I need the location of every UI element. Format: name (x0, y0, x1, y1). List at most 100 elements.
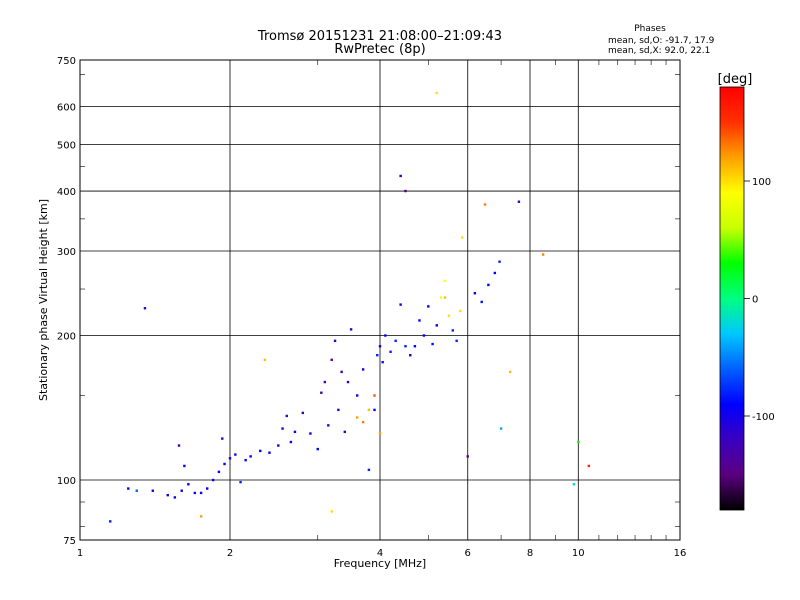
data-point (461, 236, 464, 239)
chart-title: Tromsø 20151231 21:08:00–21:09:43 (257, 29, 502, 44)
data-point (399, 174, 402, 178)
data-point (378, 432, 382, 435)
data-point (333, 339, 337, 343)
data-point (323, 380, 327, 384)
data-point (389, 350, 392, 353)
data-point (239, 480, 242, 484)
data-point (330, 510, 333, 513)
data-point (337, 408, 340, 412)
data-point (316, 447, 319, 451)
phase-stats-x: mean, sd,X: 92.0, 22.1 (608, 46, 710, 56)
data-point (177, 444, 181, 447)
data-point (384, 334, 387, 337)
data-point (143, 307, 147, 310)
data-point (498, 260, 501, 263)
y-axis-ticks: 75 100 200 300 400 500 600 750 (57, 56, 680, 547)
data-point (399, 303, 402, 306)
data-point (435, 91, 438, 95)
data-point (151, 489, 155, 492)
x-tick-label: 1 (77, 548, 83, 559)
colorbar-tick-label: 100 (752, 177, 771, 188)
data-point (378, 345, 382, 348)
colorbar-fill (720, 87, 744, 510)
plot-area: 1 2 4 6 8 10 16 75 100 200 300 400 500 600 750 (57, 56, 686, 559)
data-point (443, 296, 447, 299)
data-point (301, 411, 305, 415)
data-point (268, 451, 271, 454)
x-tick-label: 10 (572, 548, 585, 559)
colorbar: [deg] 100 0 -100 (718, 72, 775, 511)
x-tick-label: 4 (377, 548, 383, 559)
x-tick-label: 8 (527, 548, 533, 559)
data-point (447, 314, 451, 317)
data-point (376, 353, 379, 357)
data-point (173, 496, 177, 499)
data-points (109, 91, 591, 523)
colorbar-tick-label: -100 (752, 412, 775, 423)
data-point (289, 440, 293, 444)
data-point (459, 309, 462, 313)
data-point (187, 483, 190, 486)
data-point (263, 358, 267, 362)
data-point (443, 279, 447, 283)
phase-stats-heading: Phases (634, 24, 666, 34)
data-point (221, 437, 224, 440)
data-point (587, 464, 591, 468)
x-axis-label: Frequency [MHz] (334, 557, 426, 570)
data-point (259, 449, 262, 453)
data-point (293, 430, 297, 434)
data-point (330, 358, 333, 362)
data-point (409, 353, 412, 357)
data-point (285, 414, 288, 418)
data-point (418, 319, 421, 322)
x-tick-label: 6 (465, 548, 471, 559)
data-point (223, 462, 226, 466)
x-tick-label: 16 (674, 548, 687, 559)
data-point (572, 483, 576, 486)
data-point (228, 457, 232, 460)
y-tick-label: 750 (57, 56, 76, 67)
x-axis-ticks: 1 2 4 6 8 10 16 (77, 60, 687, 559)
data-point (508, 370, 512, 374)
data-point (367, 408, 371, 412)
y-tick-label: 600 (57, 103, 76, 114)
y-tick-label: 200 (57, 332, 76, 343)
data-point (193, 491, 197, 495)
data-point (480, 300, 483, 304)
data-point (199, 515, 203, 518)
colorbar-label: [deg] (718, 72, 753, 87)
data-point (493, 271, 497, 275)
y-tick-label: 500 (57, 141, 76, 152)
grid (80, 60, 680, 540)
data-point (435, 324, 438, 327)
data-point (127, 487, 130, 490)
data-point (199, 491, 203, 495)
data-point (180, 489, 183, 492)
data-point (499, 427, 503, 430)
data-point (277, 444, 280, 447)
data-point (451, 329, 455, 332)
data-point (517, 200, 521, 203)
data-point (483, 203, 487, 206)
data-point (349, 328, 353, 331)
data-point (466, 455, 469, 458)
data-point (135, 489, 138, 492)
data-point (320, 391, 323, 394)
data-point (431, 342, 434, 346)
data-point (109, 520, 112, 523)
data-point (217, 470, 221, 474)
data-point (427, 305, 430, 308)
y-axis-label: Stationary phase Virtual Height [km] (37, 199, 50, 401)
data-point (361, 368, 365, 371)
data-point (244, 458, 247, 462)
data-point (340, 370, 343, 374)
data-point (381, 360, 384, 364)
data-point (205, 487, 209, 490)
phase-stats-o: mean, sd,O: -91.7, 17.9 (608, 36, 715, 46)
data-point (355, 416, 359, 419)
data-point (473, 292, 477, 295)
data-point (234, 453, 237, 456)
data-point (281, 427, 284, 430)
x-tick-label: 2 (227, 548, 233, 559)
